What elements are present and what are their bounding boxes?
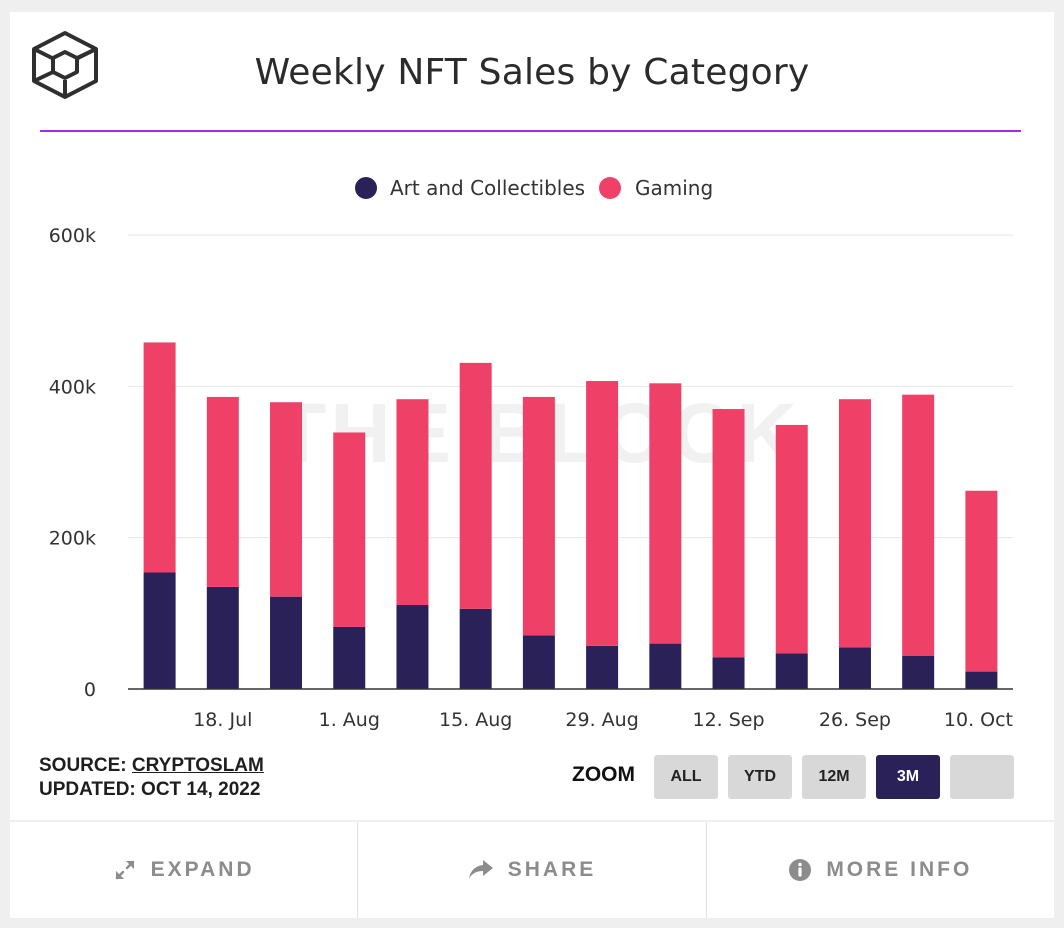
updated-date: OCT 14, 2022 xyxy=(141,779,261,800)
x-tick-label: 18. Jul xyxy=(193,709,252,731)
chart-title: Weekly NFT Sales by Category xyxy=(254,52,810,93)
bar-art-2[interactable] xyxy=(270,596,303,689)
y-tick-label: 200k xyxy=(49,528,96,550)
zoom-12m-button[interactable]: 12M xyxy=(802,755,866,799)
bar-art-5[interactable] xyxy=(459,608,492,689)
bar-gaming-13[interactable] xyxy=(965,490,998,672)
zoom-3m-button[interactable]: 3M xyxy=(876,755,940,799)
bar-art-8[interactable] xyxy=(649,643,682,689)
bar-gaming-3[interactable] xyxy=(333,432,366,627)
bar-art-1[interactable] xyxy=(206,586,239,689)
legend-label-art[interactable]: Art and Collectibles xyxy=(390,176,585,200)
bar-gaming-0[interactable] xyxy=(143,342,176,573)
x-tick-label: 29. Aug xyxy=(565,709,638,731)
more-info-label: MORE INFO xyxy=(826,858,973,881)
more-info-button[interactable]: MORE INFO xyxy=(705,822,1054,918)
bar-gaming-2[interactable] xyxy=(270,402,303,597)
x-tick-label: 10. Oct xyxy=(944,709,1013,731)
bar-art-4[interactable] xyxy=(396,605,429,689)
bar-gaming-9[interactable] xyxy=(712,409,745,658)
bar-gaming-12[interactable] xyxy=(902,394,935,656)
bar-art-13[interactable] xyxy=(965,671,998,689)
zoom-ytd-button[interactable]: YTD xyxy=(728,755,792,799)
zoom-label: ZOOM xyxy=(572,763,635,786)
bars xyxy=(143,342,998,689)
share-label: SHARE xyxy=(507,858,597,881)
bar-gaming-10[interactable] xyxy=(775,424,808,654)
bar-gaming-1[interactable] xyxy=(206,396,239,587)
y-axis-labels: 0 200k 400k 600k xyxy=(49,225,96,701)
bar-art-0[interactable] xyxy=(143,572,176,689)
expand-button[interactable]: EXPAND xyxy=(10,822,357,918)
y-tick-label: 400k xyxy=(49,376,96,398)
expand-arrows-icon xyxy=(115,860,134,880)
updated-line: UPDATED: OCT 14, 2022 xyxy=(39,779,260,801)
source-link[interactable]: CRYPTOSLAM xyxy=(131,755,264,776)
bar-art-12[interactable] xyxy=(902,655,935,689)
action-bar: EXPAND SHARE MORE INFO xyxy=(10,822,1054,918)
zoom-all-button[interactable]: ALL xyxy=(654,755,718,799)
share-arrow-icon xyxy=(468,860,493,879)
bar-art-3[interactable] xyxy=(333,626,366,689)
y-tick-label: 0 xyxy=(84,679,96,701)
bar-art-11[interactable] xyxy=(838,647,871,689)
bar-art-7[interactable] xyxy=(586,645,619,689)
legend-label-gaming[interactable]: Gaming xyxy=(635,176,713,200)
bar-art-6[interactable] xyxy=(522,635,555,689)
legend: Art and Collectibles Gaming xyxy=(355,176,713,200)
the-block-logo-icon xyxy=(32,31,98,99)
bar-gaming-4[interactable] xyxy=(396,399,429,606)
zoom-custom-button[interactable] xyxy=(950,755,1014,799)
bar-art-10[interactable] xyxy=(775,653,808,689)
legend-swatch-gaming xyxy=(599,177,621,199)
updated-label: UPDATED: xyxy=(39,779,136,800)
legend-swatch-art xyxy=(355,177,377,199)
info-circle-icon xyxy=(789,859,812,881)
source-line: SOURCE: CRYPTOSLAM xyxy=(39,755,264,777)
title-divider xyxy=(40,130,1021,132)
bar-gaming-7[interactable] xyxy=(586,381,619,646)
source-label: SOURCE: xyxy=(39,755,127,776)
x-tick-label: 26. Sep xyxy=(819,709,891,731)
x-tick-label: 1. Aug xyxy=(319,709,380,731)
x-tick-label: 15. Aug xyxy=(439,709,512,731)
x-axis-labels: 18. Jul 1. Aug 15. Aug 29. Aug 12. Sep 26. Se… xyxy=(193,709,1013,731)
expand-label: EXPAND xyxy=(150,858,255,881)
x-tick-label: 12. Sep xyxy=(692,709,764,731)
bar-gaming-6[interactable] xyxy=(522,396,555,636)
bar-gaming-8[interactable] xyxy=(649,383,682,644)
bar-art-9[interactable] xyxy=(712,657,745,689)
bar-gaming-11[interactable] xyxy=(838,399,871,648)
share-button[interactable]: SHARE xyxy=(357,822,705,918)
y-tick-label: 600k xyxy=(49,225,96,247)
bar-gaming-5[interactable] xyxy=(459,362,492,609)
gridlines xyxy=(128,234,1013,539)
